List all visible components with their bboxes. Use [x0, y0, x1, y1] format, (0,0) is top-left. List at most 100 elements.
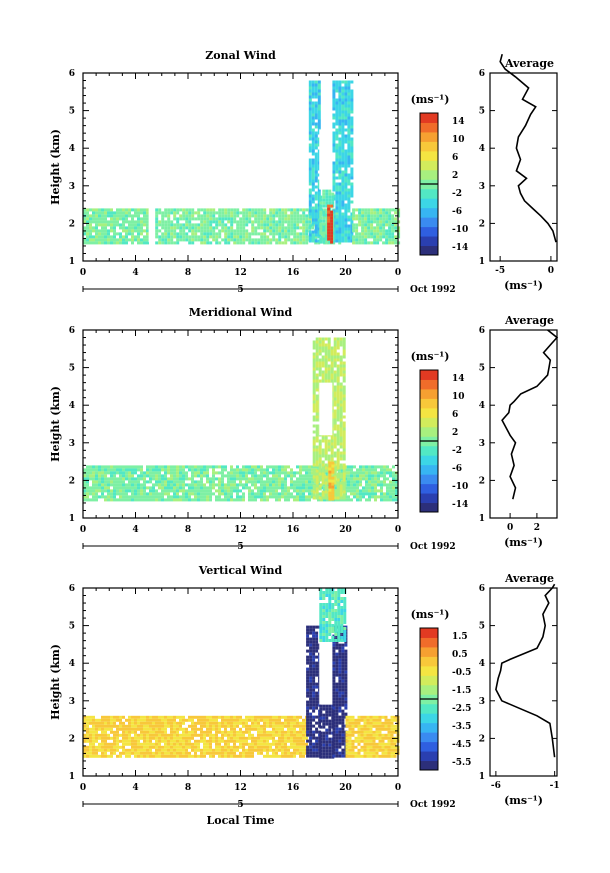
heatmap-cell — [347, 191, 351, 195]
colorbar-swatch — [420, 398, 438, 409]
heatmap-cell — [347, 92, 351, 96]
heatmap-cell — [344, 218, 348, 222]
heatmap-cell — [341, 194, 345, 198]
heatmap-cell — [342, 367, 346, 371]
heatmap-cell — [104, 498, 107, 502]
heatmap-cell — [327, 457, 331, 461]
heatmap-cell — [359, 483, 362, 487]
heatmap-cell — [131, 214, 134, 218]
heatmap-cell — [299, 471, 302, 475]
heatmap-cell — [188, 724, 191, 728]
heatmap-cell — [308, 179, 312, 183]
heatmap-cell — [158, 715, 161, 719]
heatmap-cell — [278, 721, 281, 725]
heatmap-cell — [299, 226, 303, 230]
heatmap-cell — [335, 167, 339, 171]
heatmap-cell — [319, 713, 323, 717]
heatmap-cell — [314, 164, 318, 168]
heatmap-cell — [315, 634, 319, 638]
heatmap-cell — [339, 397, 343, 401]
heatmap-cell — [146, 486, 149, 490]
avg-x-tick-label: 0 — [548, 266, 554, 276]
heatmap-cell — [200, 483, 203, 487]
heatmap-cell — [131, 220, 134, 224]
heatmap-cell — [332, 86, 336, 90]
heatmap-cell — [155, 214, 159, 218]
heatmap-cell — [325, 704, 329, 708]
colorbar-label: 2 — [452, 171, 458, 181]
heatmap-cell — [212, 238, 216, 242]
heatmap-cell — [312, 382, 316, 386]
heatmap-cell — [194, 483, 197, 487]
heatmap-cell — [218, 483, 221, 487]
heatmap-cell — [158, 471, 161, 475]
heatmap-cell — [128, 480, 131, 484]
heatmap-cell — [389, 486, 392, 490]
heatmap-cell — [200, 486, 203, 490]
heatmap-cell — [137, 229, 140, 233]
heatmap-cell — [137, 208, 140, 212]
heatmap-cell — [182, 492, 185, 496]
heatmap-cell — [370, 208, 374, 212]
heatmap-cell — [324, 442, 328, 446]
heatmap-cell — [389, 480, 392, 484]
average-frame — [489, 72, 558, 262]
heatmap-cell — [170, 736, 173, 740]
heatmap-cell — [119, 751, 122, 755]
heatmap-cell — [290, 217, 294, 221]
heatmap-cell — [218, 211, 222, 215]
heatmap-cell — [173, 217, 177, 221]
heatmap-cell — [107, 220, 110, 224]
heatmap-cell — [203, 751, 206, 755]
heatmap-cell — [312, 676, 316, 680]
heatmap-cell — [257, 736, 260, 740]
heatmap-cell — [203, 742, 206, 746]
heatmap-cell — [116, 477, 119, 481]
heatmap-cell — [92, 715, 95, 719]
heatmap-cell — [272, 715, 275, 719]
heatmap-cell — [299, 486, 302, 490]
heatmap-cell — [245, 465, 248, 469]
heatmap-cell — [200, 474, 203, 478]
heatmap-cell — [98, 754, 101, 758]
heatmap-cell — [107, 715, 110, 719]
heatmap-cell — [272, 235, 276, 239]
heatmap-cell — [338, 80, 342, 84]
heatmap-cell — [206, 468, 209, 472]
heatmap-cell — [272, 483, 275, 487]
colorbar-swatch — [420, 150, 438, 161]
heatmap-cell — [377, 495, 380, 499]
heatmap-cell — [239, 483, 242, 487]
heatmap-cell — [86, 739, 89, 743]
heatmap-cell — [107, 465, 110, 469]
colorbar-label: 2 — [452, 428, 458, 438]
heatmap-cell — [155, 498, 158, 502]
heatmap-cell — [212, 483, 215, 487]
heatmap-cell — [188, 214, 192, 218]
heatmap-cell — [155, 235, 159, 239]
heatmap-cell — [143, 715, 146, 719]
heatmap-cell — [161, 465, 164, 469]
heatmap-cell — [324, 355, 328, 359]
heatmap-cell — [131, 495, 134, 499]
heatmap-cell — [332, 92, 336, 96]
heatmap-cell — [336, 355, 340, 359]
heatmap-cell — [221, 238, 225, 242]
heatmap-cell — [125, 733, 128, 737]
colorbar-unit: (ms⁻¹) — [411, 350, 450, 363]
heatmap-cell — [167, 751, 170, 755]
heatmap-cell — [158, 745, 161, 749]
heatmap-cell — [233, 721, 236, 725]
heatmap-cell — [290, 733, 293, 737]
heatmap-cell — [101, 745, 104, 749]
heatmap-cell — [319, 716, 323, 720]
heatmap-cell — [314, 227, 318, 231]
heatmap-cell — [306, 661, 310, 665]
heatmap-cell — [350, 227, 354, 231]
heatmap-cell — [350, 101, 354, 105]
heatmap-cell — [131, 745, 134, 749]
heatmap-cell — [101, 480, 104, 484]
heatmap-cell — [176, 474, 179, 478]
heatmap-cell — [110, 471, 113, 475]
heatmap-cell — [306, 631, 310, 635]
